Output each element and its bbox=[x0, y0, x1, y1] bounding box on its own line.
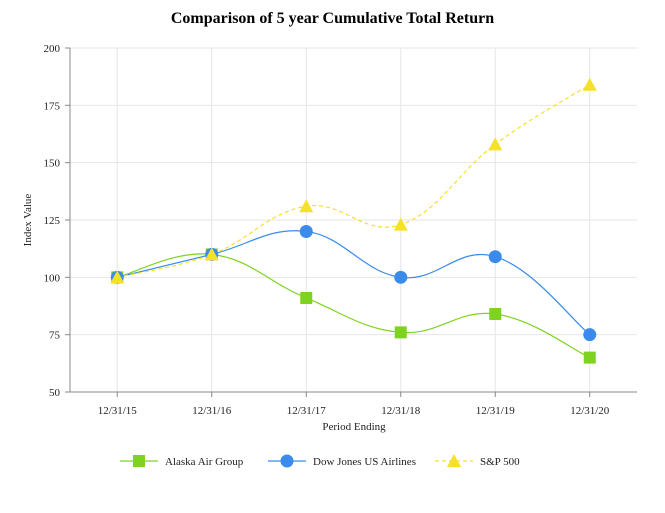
data-point-alaska-air-group bbox=[300, 291, 313, 304]
y-tick-label: 125 bbox=[44, 215, 61, 227]
legend-swatch-marker bbox=[280, 454, 294, 468]
series-markers bbox=[110, 77, 597, 364]
chart-title: Comparison of 5 year Cumulative Total Re… bbox=[170, 10, 495, 27]
data-point-alaska-air-group bbox=[394, 326, 407, 339]
series-line-s-p-500 bbox=[117, 84, 591, 278]
legend-swatch-marker bbox=[447, 454, 461, 467]
data-point-alaska-air-group bbox=[489, 308, 502, 321]
legend-label: Alaska Air Group bbox=[165, 456, 244, 468]
x-ticks: 12/31/15 12/31/16 12/31/17 12/31/18 12/31/19… bbox=[98, 392, 610, 417]
y-tick-label: 100 bbox=[44, 272, 61, 284]
legend-swatch-marker bbox=[133, 455, 145, 467]
legend-item-alaska-air-group[interactable]: Alaska Air Group bbox=[120, 455, 244, 468]
y-tick-label: 50 bbox=[49, 387, 61, 399]
y-tick-label: 200 bbox=[44, 43, 61, 55]
y-axis-label: Index Value bbox=[22, 194, 34, 247]
y-ticks: 50 75 100 125 150 175 200 bbox=[44, 43, 70, 399]
series-lines bbox=[117, 84, 591, 359]
data-point-s-p-500 bbox=[582, 77, 597, 91]
data-point-dow-jones-us-airlines bbox=[299, 224, 313, 238]
legend-item-s-p-500[interactable]: S&P 500 bbox=[435, 454, 520, 468]
data-point-dow-jones-us-airlines bbox=[488, 250, 502, 264]
data-point-s-p-500 bbox=[393, 217, 408, 231]
data-point-dow-jones-us-airlines bbox=[394, 270, 408, 284]
legend-item-dow-jones-us-airlines[interactable]: Dow Jones US Airlines bbox=[268, 454, 416, 469]
x-tick-label: 12/31/19 bbox=[476, 405, 516, 417]
data-point-s-p-500 bbox=[488, 137, 503, 151]
grid bbox=[70, 47, 637, 392]
x-tick-label: 12/31/16 bbox=[192, 405, 232, 417]
x-tick-label: 12/31/18 bbox=[381, 405, 421, 417]
legend[interactable]: Alaska Air Group Dow Jones US Airlines S&P… bbox=[120, 454, 520, 468]
y-tick-label: 150 bbox=[44, 158, 61, 170]
x-tick-label: 12/31/17 bbox=[287, 405, 327, 417]
legend-label: Dow Jones US Airlines bbox=[313, 456, 416, 468]
series-line-alaska-air-group bbox=[117, 253, 591, 359]
y-tick-label: 75 bbox=[49, 330, 61, 342]
y-tick-label: 175 bbox=[44, 100, 61, 112]
x-tick-label: 12/31/15 bbox=[98, 405, 138, 417]
data-point-s-p-500 bbox=[204, 247, 219, 261]
x-axis-label: Period Ending bbox=[322, 421, 386, 433]
x-tick-label: 12/31/20 bbox=[570, 405, 610, 417]
data-point-dow-jones-us-airlines bbox=[583, 328, 597, 342]
data-point-alaska-air-group bbox=[583, 351, 596, 364]
series-line-dow-jones-us-airlines bbox=[117, 230, 591, 336]
legend-label: S&P 500 bbox=[480, 456, 520, 468]
data-point-s-p-500 bbox=[110, 270, 125, 284]
data-point-s-p-500 bbox=[299, 199, 314, 213]
